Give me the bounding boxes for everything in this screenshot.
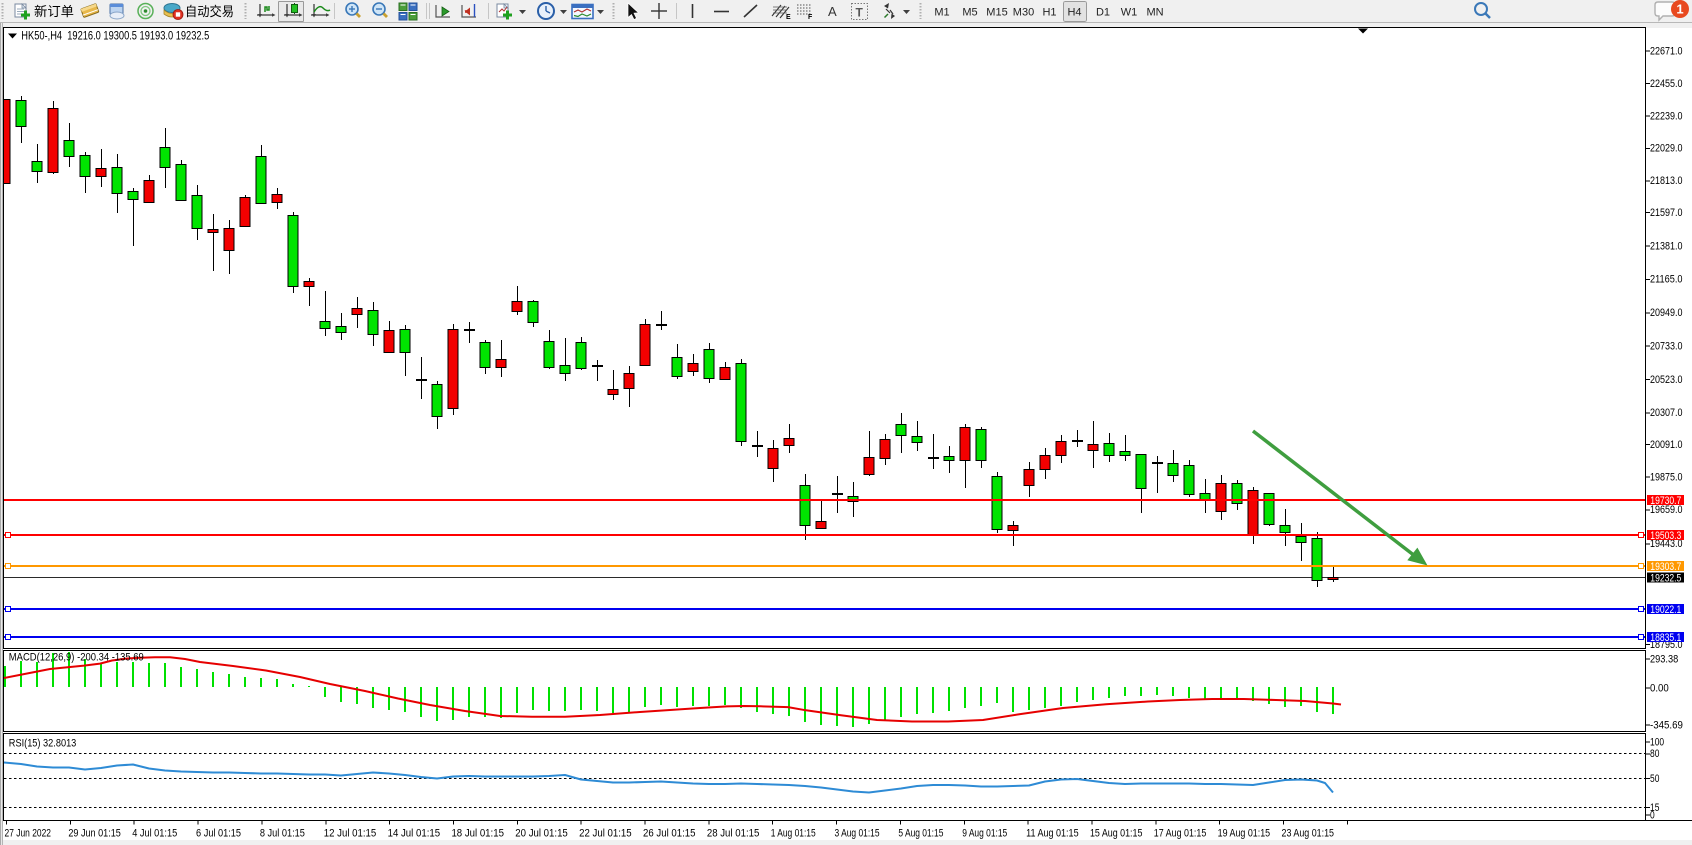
- svg-text:新订单: 新订单: [34, 4, 74, 19]
- svg-text:19730.7: 19730.7: [1650, 495, 1681, 507]
- svg-text:20307.0: 20307.0: [1650, 407, 1683, 419]
- svg-text:11 Aug 01:15: 11 Aug 01:15: [1026, 828, 1079, 840]
- svg-text:22671.0: 22671.0: [1650, 45, 1683, 57]
- svg-text:80: 80: [1650, 748, 1659, 760]
- svg-text:9 Aug 01:15: 9 Aug 01:15: [962, 828, 1007, 840]
- svg-text:22 Jul 01:15: 22 Jul 01:15: [579, 828, 632, 840]
- svg-text:21813.0: 21813.0: [1650, 175, 1683, 187]
- svg-text:19303.7: 19303.7: [1650, 561, 1681, 573]
- svg-text:MN: MN: [1146, 7, 1163, 19]
- svg-text:4 Jul 01:15: 4 Jul 01:15: [132, 828, 177, 840]
- svg-text:20091.0: 20091.0: [1650, 439, 1683, 451]
- svg-text:T: T: [856, 6, 864, 20]
- svg-text:19443.0: 19443.0: [1650, 538, 1683, 550]
- svg-text:17 Aug 01:15: 17 Aug 01:15: [1154, 828, 1207, 840]
- svg-text:M5: M5: [962, 7, 977, 19]
- svg-text:0.00: 0.00: [1650, 682, 1669, 694]
- svg-text:RSI(15) 32.8013: RSI(15) 32.8013: [9, 738, 77, 750]
- svg-text:15: 15: [1650, 802, 1659, 814]
- svg-text:18835.1: 18835.1: [1650, 632, 1681, 644]
- svg-text:19503.3: 19503.3: [1650, 530, 1681, 542]
- svg-text:19 Aug 01:15: 19 Aug 01:15: [1218, 828, 1271, 840]
- svg-text:14 Jul 01:15: 14 Jul 01:15: [388, 828, 441, 840]
- svg-text:20523.0: 20523.0: [1650, 374, 1683, 386]
- svg-text:5 Aug 01:15: 5 Aug 01:15: [898, 828, 943, 840]
- svg-text:20733.0: 20733.0: [1650, 341, 1683, 353]
- svg-text:1 Aug 01:15: 1 Aug 01:15: [771, 828, 816, 840]
- svg-text:22455.0: 22455.0: [1650, 78, 1683, 90]
- svg-text:23 Aug 01:15: 23 Aug 01:15: [1282, 828, 1335, 840]
- svg-text:1: 1: [1676, 2, 1683, 17]
- svg-text:6 Jul 01:15: 6 Jul 01:15: [196, 828, 241, 840]
- svg-text:21381.0: 21381.0: [1650, 240, 1683, 252]
- svg-text:20949.0: 20949.0: [1650, 307, 1683, 319]
- svg-text:15 Aug 01:15: 15 Aug 01:15: [1090, 828, 1143, 840]
- svg-text:H4: H4: [1067, 7, 1081, 19]
- svg-text:21597.0: 21597.0: [1650, 207, 1683, 219]
- svg-text:18 Jul 01:15: 18 Jul 01:15: [451, 828, 504, 840]
- svg-text:H1: H1: [1042, 7, 1056, 19]
- svg-text:22239.0: 22239.0: [1650, 110, 1683, 122]
- svg-text:19659.0: 19659.0: [1650, 504, 1683, 516]
- svg-text:22029.0: 22029.0: [1650, 143, 1683, 155]
- svg-text:29 Jun 01:15: 29 Jun 01:15: [68, 828, 121, 840]
- svg-text:19875.0: 19875.0: [1650, 472, 1683, 484]
- svg-text:100: 100: [1650, 736, 1664, 748]
- svg-text:自动交易: 自动交易: [185, 4, 234, 19]
- svg-text:12 Jul 01:15: 12 Jul 01:15: [324, 828, 377, 840]
- svg-text:0: 0: [1650, 809, 1655, 821]
- svg-text:E: E: [786, 14, 791, 21]
- svg-text:20 Jul 01:15: 20 Jul 01:15: [515, 828, 568, 840]
- svg-text:19022.1: 19022.1: [1650, 604, 1681, 616]
- svg-text:19232.5: 19232.5: [1650, 572, 1681, 584]
- svg-text:-345.69: -345.69: [1650, 719, 1683, 731]
- svg-text:MACD(12,26,9) -200.34 -135.69: MACD(12,26,9) -200.34 -135.69: [9, 652, 144, 664]
- svg-text:293.38: 293.38: [1650, 653, 1678, 665]
- svg-text:M15: M15: [986, 7, 1007, 19]
- svg-text:D1: D1: [1096, 7, 1110, 19]
- svg-text:W1: W1: [1121, 7, 1138, 19]
- svg-text:8 Jul 01:15: 8 Jul 01:15: [260, 828, 305, 840]
- svg-text:M1: M1: [934, 7, 949, 19]
- svg-text:A: A: [828, 4, 837, 19]
- svg-text:M30: M30: [1013, 7, 1034, 19]
- svg-text:50: 50: [1650, 773, 1659, 785]
- svg-text:27 Jun 2022: 27 Jun 2022: [5, 828, 52, 840]
- svg-text:3 Aug 01:15: 3 Aug 01:15: [835, 828, 880, 840]
- svg-text:21165.0: 21165.0: [1650, 274, 1683, 286]
- svg-text:26 Jul 01:15: 26 Jul 01:15: [643, 828, 696, 840]
- svg-text:F: F: [808, 14, 813, 21]
- svg-text:HK50-,H4 19216.0 19300.5 1919: HK50-,H4 19216.0 19300.5 19193.0 19232.5: [21, 31, 209, 43]
- svg-text:28 Jul 01:15: 28 Jul 01:15: [707, 828, 760, 840]
